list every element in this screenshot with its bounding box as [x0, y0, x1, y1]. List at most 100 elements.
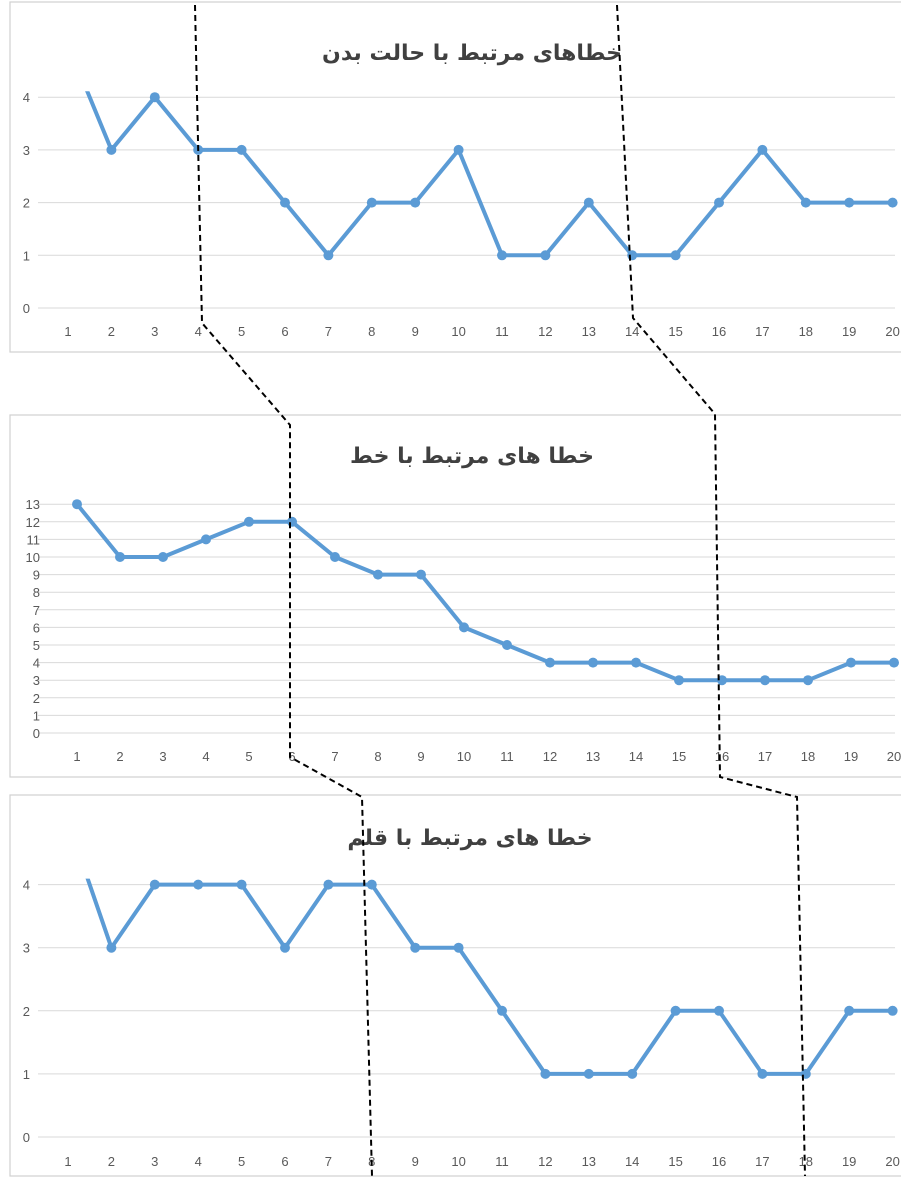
series-group-line: [72, 499, 899, 686]
x-tick-label-line-11: 11: [500, 749, 514, 764]
data-point-line-11: [502, 640, 512, 650]
x-tick-label-posture-1: 1: [64, 324, 71, 339]
series-line-pen: [85, 878, 895, 1076]
data-point-line-1: [72, 499, 82, 510]
data-point-pen-11: [497, 1005, 507, 1016]
data-point-posture-2: [106, 144, 117, 155]
x-tick-label-pen-14: 14: [625, 1154, 639, 1169]
data-point-posture-13: [583, 197, 594, 208]
x-tick-label-posture-14: 14: [625, 324, 639, 339]
y-tick-label-line-4: 4: [33, 656, 40, 671]
y-tick-label-pen-0: 0: [23, 1130, 30, 1145]
data-point-pen-4: [193, 879, 204, 890]
data-point-line-13: [588, 657, 598, 668]
data-point-posture-11: [497, 250, 507, 261]
data-point-posture-8: [366, 197, 377, 208]
x-tick-label-line-5: 5: [245, 749, 252, 764]
data-point-posture-9: [410, 197, 421, 208]
x-tick-label-posture-4: 4: [195, 324, 202, 339]
x-tick-label-line-6: 6: [288, 749, 295, 764]
data-point-pen-17: [757, 1068, 768, 1079]
x-tick-label-line-1: 1: [73, 749, 80, 764]
x-tick-label-line-12: 12: [543, 749, 557, 764]
chart-title-posture: خطاهای مرتبط با حالت بدن: [322, 41, 622, 66]
x-tick-label-pen-9: 9: [412, 1154, 419, 1169]
data-point-posture-15: [670, 250, 681, 261]
x-tick-label-posture-15: 15: [668, 324, 682, 339]
y-tick-label-line-7: 7: [33, 603, 40, 618]
data-point-posture-18: [800, 197, 811, 208]
y-tick-label-posture-0: 0: [23, 301, 30, 316]
data-point-line-3: [158, 552, 168, 562]
x-tick-label-pen-19: 19: [842, 1154, 856, 1169]
x-tick-label-posture-9: 9: [412, 324, 419, 339]
x-tick-label-line-14: 14: [629, 749, 643, 764]
x-tick-label-line-2: 2: [116, 749, 123, 764]
panel-frame-line: [9, 414, 901, 778]
series-line-posture: [85, 91, 895, 258]
x-tick-label-pen-10: 10: [451, 1154, 465, 1169]
data-point-line-20: [889, 657, 899, 668]
x-tick-label-line-3: 3: [159, 749, 166, 764]
x-tick-label-pen-15: 15: [668, 1154, 682, 1169]
phase-change-line-right: [616, 4, 806, 1177]
x-tick-label-pen-6: 6: [281, 1154, 288, 1169]
data-point-line-5: [244, 516, 254, 527]
x-tick-label-posture-13: 13: [582, 324, 596, 339]
x-tick-label-pen-12: 12: [538, 1154, 552, 1169]
y-tick-label-pen-4: 4: [23, 878, 30, 893]
y-tick-label-line-11: 11: [27, 532, 41, 547]
chart-title-line: خطا های مرتبط با خط: [350, 444, 594, 469]
data-point-pen-5: [236, 879, 247, 890]
data-point-posture-7: [323, 250, 334, 261]
x-tick-label-posture-10: 10: [451, 324, 465, 339]
data-point-posture-14: [627, 250, 638, 261]
data-point-line-12: [545, 657, 555, 668]
x-tick-label-line-4: 4: [202, 749, 209, 764]
x-tick-label-line-7: 7: [331, 749, 338, 764]
data-point-posture-20: [887, 197, 898, 208]
data-point-line-7: [330, 552, 340, 562]
x-tick-label-line-16: 16: [715, 749, 729, 764]
y-tick-label-line-0: 0: [33, 726, 40, 741]
panel-frame-posture: [9, 1, 901, 353]
x-tick-label-pen-18: 18: [799, 1154, 813, 1169]
x-tick-label-posture-7: 7: [325, 324, 332, 339]
data-point-line-4: [201, 534, 211, 545]
series-group-posture: [85, 91, 898, 261]
x-tick-label-line-17: 17: [758, 749, 772, 764]
data-point-line-17: [760, 675, 770, 686]
data-point-pen-13: [583, 1068, 594, 1079]
x-tick-label-line-20: 20: [887, 749, 901, 764]
y-tick-label-posture-4: 4: [23, 90, 30, 105]
y-tick-label-posture-2: 2: [23, 196, 30, 211]
y-tick-label-line-12: 12: [26, 515, 40, 530]
x-tick-label-posture-11: 11: [495, 324, 509, 339]
data-point-line-10: [459, 622, 469, 633]
data-point-line-8: [373, 569, 383, 580]
y-tick-label-posture-1: 1: [23, 248, 30, 263]
x-tick-label-posture-6: 6: [281, 324, 288, 339]
x-tick-label-pen-7: 7: [325, 1154, 332, 1169]
y-tick-label-line-13: 13: [26, 497, 40, 512]
y-tick-label-line-3: 3: [33, 673, 40, 688]
y-tick-label-pen-3: 3: [23, 941, 30, 956]
y-tick-label-line-6: 6: [33, 620, 40, 635]
data-point-line-14: [631, 657, 641, 668]
data-point-posture-12: [540, 250, 551, 261]
data-point-posture-5: [236, 144, 247, 155]
chart-title-pen: خطا های مرتبط با قلم: [347, 826, 592, 851]
x-tick-label-posture-2: 2: [108, 324, 115, 339]
x-tick-label-pen-3: 3: [151, 1154, 158, 1169]
x-tick-label-pen-5: 5: [238, 1154, 245, 1169]
data-point-pen-15: [670, 1005, 681, 1016]
data-point-pen-3: [149, 879, 160, 890]
panel-frame-pen: [9, 794, 901, 1177]
y-tick-label-line-10: 10: [26, 550, 40, 565]
x-tick-label-posture-17: 17: [755, 324, 769, 339]
y-tick-label-posture-3: 3: [23, 143, 30, 158]
